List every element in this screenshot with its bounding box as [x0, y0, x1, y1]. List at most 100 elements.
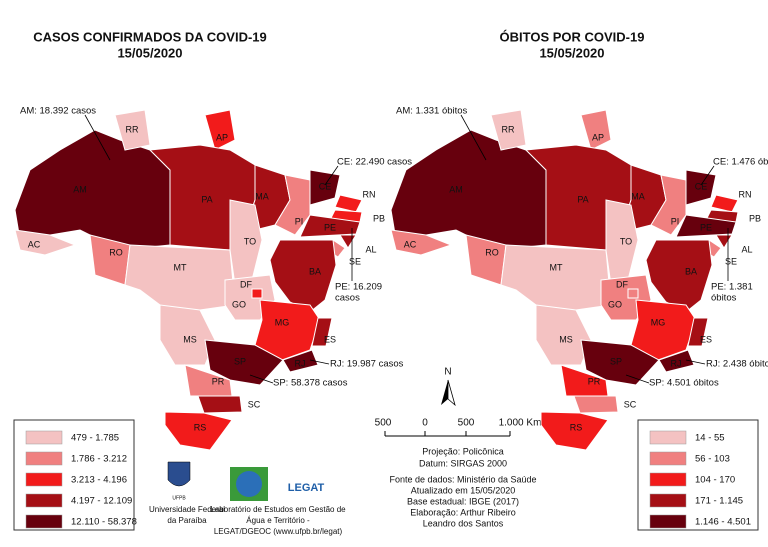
annotation: CE: 22.490 casos	[337, 157, 412, 168]
state-label: RS	[570, 422, 583, 432]
north-arrow-half	[441, 380, 448, 405]
legend-label: 1.146 - 4.501	[695, 517, 751, 528]
state-label: RN	[363, 189, 376, 199]
legend-label: 104 - 170	[695, 475, 735, 486]
annotation: AM: 18.392 casos	[20, 106, 96, 117]
legend-label: 56 - 103	[695, 454, 730, 465]
state-label: PE	[700, 222, 712, 232]
legend-label: 1.786 - 3.212	[71, 454, 127, 465]
legend-label: 12.110 - 58.378	[71, 517, 137, 528]
annotation: SP: 58.378 casos	[273, 378, 348, 389]
state-label: PR	[212, 376, 225, 386]
legat-name: Laboratório de Estudos em Gestão de	[210, 505, 346, 514]
legend-swatch	[649, 430, 687, 445]
state	[197, 395, 243, 414]
annotation: CE: 1.476 óbitos	[713, 157, 768, 168]
state-label: CE	[319, 181, 332, 191]
state-label: BA	[309, 266, 321, 276]
state	[687, 317, 709, 347]
state-label: SE	[725, 256, 737, 266]
state	[14, 229, 77, 256]
state-label: AP	[592, 132, 604, 142]
state-label: AL	[365, 244, 376, 254]
state-label: ES	[700, 334, 712, 344]
credit-line: Base estadual: IBGE (2017)	[407, 496, 519, 506]
map-date: 15/05/2020	[117, 45, 182, 60]
credit-line: Datum: SIRGAS 2000	[419, 458, 507, 468]
state-label: PI	[671, 216, 680, 226]
state	[299, 214, 361, 238]
annotation: PE: 1.381	[711, 282, 753, 293]
map-date: 15/05/2020	[539, 45, 604, 60]
state	[490, 109, 527, 151]
state	[535, 304, 592, 366]
state-label: MG	[275, 317, 290, 327]
leader-line	[460, 114, 487, 161]
state	[204, 109, 236, 151]
legat-name: LEGAT/DGEOC (www.ufpb.br/legat)	[214, 527, 343, 536]
state-label: GO	[608, 299, 622, 309]
state	[685, 169, 717, 206]
state-label: RN	[739, 189, 752, 199]
state	[164, 411, 233, 451]
annotation: RJ: 19.987 casos	[330, 359, 404, 370]
state-label: MA	[631, 191, 645, 201]
north-arrow-half	[447, 379, 456, 407]
legend-swatch	[25, 472, 63, 487]
leader-line	[625, 374, 650, 384]
state-label: DF	[616, 279, 628, 289]
state-label: PI	[295, 216, 304, 226]
state	[282, 349, 319, 373]
legend-label: 14 - 55	[695, 433, 725, 444]
credit-line: Projeção: Policônica	[422, 446, 504, 456]
annotation: óbitos	[711, 293, 737, 304]
state-label: RJ	[295, 358, 306, 368]
map-title: ÓBITOS POR COVID-19	[500, 29, 645, 44]
state-label: SP	[610, 356, 622, 366]
state-label: ES	[324, 334, 336, 344]
annotation: casos	[335, 293, 360, 304]
legat-logo-text: LEGAT	[288, 482, 325, 494]
state-label: MT	[550, 262, 563, 272]
legend-swatch	[649, 514, 687, 529]
legend-label: 171 - 1.145	[695, 496, 743, 507]
legend-swatch	[25, 430, 63, 445]
state	[311, 317, 333, 347]
state-label: PR	[588, 376, 601, 386]
scale-label: 0	[422, 418, 428, 429]
leader-line	[309, 359, 330, 365]
state	[658, 349, 695, 373]
scale-label: 1.000 Km	[499, 418, 542, 429]
legend-swatch	[649, 451, 687, 466]
state-label: MA	[255, 191, 269, 201]
state-label: SE	[349, 256, 361, 266]
state-label: GO	[232, 299, 246, 309]
annotation: RJ: 2.438 óbitos	[706, 359, 768, 370]
leader-line	[249, 374, 274, 384]
scale-label: 500	[375, 418, 392, 429]
credit-line: Elaboração: Arthur Ribeiro	[410, 507, 516, 517]
state-label: MS	[559, 334, 573, 344]
ufpb-logo: UFPB Universidade Federal da Paraíba	[149, 461, 225, 525]
annotation: PE: 16.209	[335, 282, 382, 293]
north-arrow: N	[441, 367, 456, 407]
state-label: MS	[183, 334, 197, 344]
annotation: AM: 1.331 óbitos	[396, 106, 468, 117]
state-label: PB	[749, 213, 761, 223]
ufpb-name: da Paraíba	[167, 516, 207, 525]
state-label: CE	[695, 181, 708, 191]
legend-swatch	[25, 451, 63, 466]
state	[204, 339, 284, 386]
credit-line: Leandro dos Santos	[423, 518, 504, 528]
state-label: PB	[373, 213, 385, 223]
state-label: SP	[234, 356, 246, 366]
leader-line	[700, 165, 715, 186]
state-label: AM	[73, 184, 87, 194]
state-label: SC	[624, 399, 637, 409]
leader-line	[324, 165, 339, 186]
state-label: SC	[248, 399, 261, 409]
state	[675, 214, 737, 238]
scale-bar: 500 0 500 1.000 Km	[375, 418, 542, 437]
annotation: SP: 4.501 óbitos	[649, 378, 719, 389]
